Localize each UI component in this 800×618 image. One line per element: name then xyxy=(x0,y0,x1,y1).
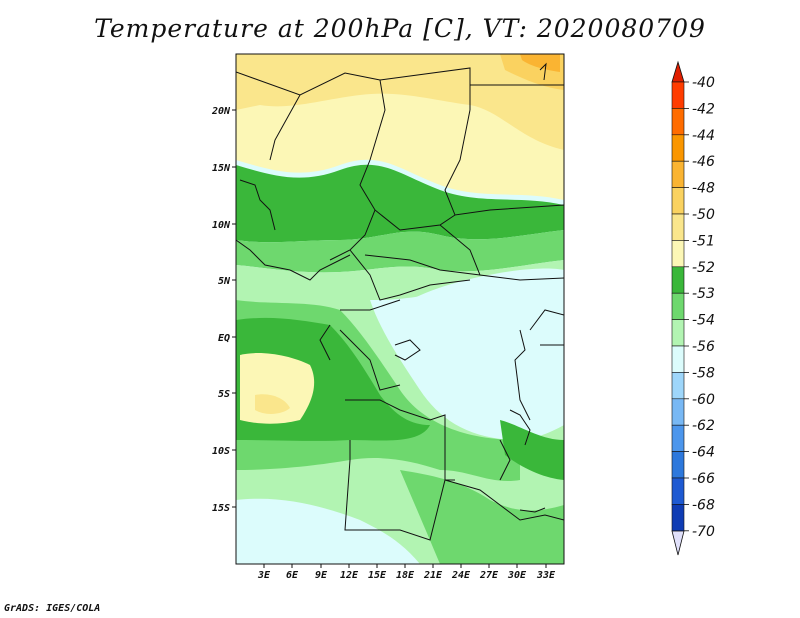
colorbar-label: -58 xyxy=(692,365,715,381)
map-frame xyxy=(235,53,565,565)
colorbar-box xyxy=(671,134,685,162)
colorbar-box xyxy=(671,240,685,268)
colorbar-label: -60 xyxy=(692,392,715,408)
temperature-field xyxy=(236,54,564,564)
lat-tick-label: 5S xyxy=(218,389,230,400)
lon-tick-label: 18E xyxy=(396,570,415,581)
colorbar-box xyxy=(671,477,685,505)
country-borders xyxy=(236,62,564,541)
lat-tick-label: EQ xyxy=(218,333,230,344)
colorbar-label: -56 xyxy=(692,339,715,355)
map-title: Temperature at 200hPa [C], VT: 202008070… xyxy=(94,14,706,43)
lat-tick-label: 15S xyxy=(212,503,230,514)
lon-tick-label: 30E xyxy=(507,570,527,581)
colorbar-box xyxy=(671,504,685,532)
latitude-axis: 20N 15N 10N 5N EQ 5S 10S 15S xyxy=(211,106,236,514)
lat-tick-label: 10N xyxy=(212,220,231,231)
colorbar-box xyxy=(671,345,685,373)
lon-tick-label: 24E xyxy=(451,570,471,581)
lat-tick-label: 15N xyxy=(212,163,231,174)
colorbar-box xyxy=(671,160,685,188)
lon-tick-label: 9E xyxy=(315,570,328,581)
colorbar-label: -62 xyxy=(692,418,715,434)
colorbar-label: -44 xyxy=(692,128,715,144)
colorbar-label: -46 xyxy=(692,154,715,170)
colorbar-label: -53 xyxy=(692,286,715,302)
longitude-axis: 3E 6E 9E 12E 15E 18E 21E 24E 27E 30E 33E xyxy=(257,564,556,581)
lon-tick-label: 21E xyxy=(423,570,443,581)
colorbar-label: -66 xyxy=(692,471,715,487)
colorbar-label: -51 xyxy=(692,233,715,249)
colorbar-box xyxy=(671,398,685,426)
colorbar-label: -54 xyxy=(692,313,715,329)
colorbar-box xyxy=(671,81,685,109)
colorbar-label: -52 xyxy=(692,260,715,276)
colorbar-label: -64 xyxy=(692,445,715,461)
colorbar-top-arrow xyxy=(671,60,685,83)
colorbar-label: -50 xyxy=(692,207,715,223)
colorbar-label: -68 xyxy=(692,497,715,513)
colorbar-label: -48 xyxy=(692,181,715,197)
colorbar: -40 -42 -44 -46 -48 -50 -51 -52 -53 -54 -56 -58 -60 -… xyxy=(671,60,715,556)
lon-tick-label: 33E xyxy=(536,570,556,581)
lon-tick-label: 27E xyxy=(479,570,499,581)
colorbar-box xyxy=(671,292,685,320)
lat-tick-label: 5N xyxy=(218,276,231,287)
colorbar-label: -40 xyxy=(692,75,715,91)
colorbar-box xyxy=(671,213,685,241)
colorbar-box xyxy=(671,108,685,136)
colorbar-bottom-arrow xyxy=(671,530,685,556)
colorbar-box xyxy=(671,319,685,347)
lon-tick-label: 12E xyxy=(340,570,359,581)
grads-credit: GrADS: IGES/COLA xyxy=(4,603,101,614)
colorbar-box xyxy=(671,424,685,452)
colorbar-box xyxy=(671,266,685,294)
colorbar-box xyxy=(671,372,685,400)
colorbar-box xyxy=(671,451,685,479)
colorbar-label: -70 xyxy=(692,524,715,540)
colorbar-box xyxy=(671,187,685,215)
lat-tick-label: 10S xyxy=(212,446,230,457)
colorbar-label: -42 xyxy=(692,101,715,117)
lon-tick-label: 6E xyxy=(286,570,299,581)
lat-tick-label: 20N xyxy=(211,106,231,117)
lon-tick-label: 3E xyxy=(257,570,271,581)
lon-tick-label: 15E xyxy=(368,570,387,581)
